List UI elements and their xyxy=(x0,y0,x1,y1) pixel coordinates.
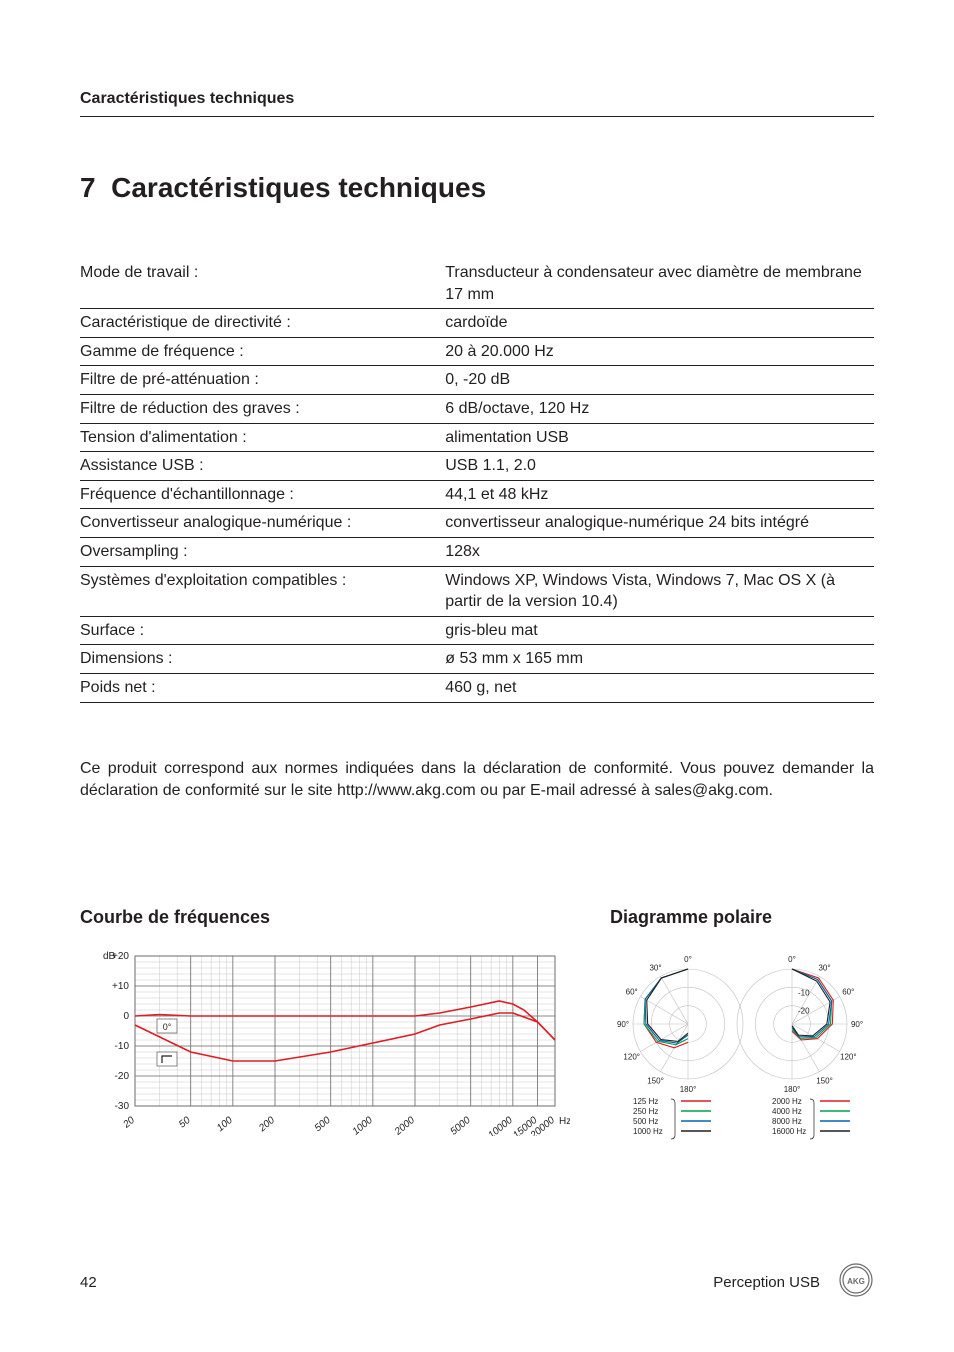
svg-text:60°: 60° xyxy=(842,988,854,997)
svg-text:60°: 60° xyxy=(626,988,638,997)
table-row: Oversampling :128x xyxy=(80,537,874,566)
polar-diagram-chart: Diagramme polaire 0° 0° 30° 30° 60° 60° 90° 90°… xyxy=(610,907,870,1151)
page-number: 42 xyxy=(80,1274,97,1291)
svg-text:250 Hz: 250 Hz xyxy=(633,1107,658,1116)
svg-text:+10: +10 xyxy=(112,981,129,992)
spec-value: 0, -20 dB xyxy=(445,366,874,395)
table-row: Assistance USB :USB 1.1, 2.0 xyxy=(80,452,874,481)
svg-text:dB: dB xyxy=(103,951,116,962)
svg-text:-10: -10 xyxy=(115,1041,130,1052)
compliance-text: Ce produit correspond aux normes indiqué… xyxy=(80,758,874,803)
spec-value: Transducteur à condensateur avec diamètr… xyxy=(445,259,874,309)
table-row: Dimensions :ø 53 mm x 165 mm xyxy=(80,645,874,674)
svg-text:125 Hz: 125 Hz xyxy=(633,1097,658,1106)
spec-value: ø 53 mm x 165 mm xyxy=(445,645,874,674)
svg-text:0°: 0° xyxy=(684,955,692,964)
svg-text:120°: 120° xyxy=(623,1053,640,1062)
svg-text:20: 20 xyxy=(121,1115,138,1132)
spec-value: 20 à 20.000 Hz xyxy=(445,337,874,366)
product-name: Perception USB xyxy=(713,1274,820,1291)
spec-key: Dimensions : xyxy=(80,645,445,674)
spec-key: Mode de travail : xyxy=(80,259,445,309)
spec-value: Windows XP, Windows Vista, Windows 7, Ma… xyxy=(445,566,874,616)
spec-key: Filtre de pré-atténuation : xyxy=(80,366,445,395)
svg-text:-20: -20 xyxy=(798,1007,810,1016)
section-title: Caractéristiques techniques xyxy=(111,172,486,203)
brand-logo-icon: AKG xyxy=(838,1262,874,1302)
page-footer: 42 Perception USB AKG xyxy=(80,1262,874,1302)
svg-text:50: 50 xyxy=(177,1115,193,1131)
svg-text:30°: 30° xyxy=(649,964,661,973)
spec-key: Systèmes d'exploitation compatibles : xyxy=(80,566,445,616)
svg-text:120°: 120° xyxy=(840,1053,857,1062)
svg-text:90°: 90° xyxy=(851,1020,863,1029)
table-row: Fréquence d'échantillonnage :44,1 et 48 … xyxy=(80,480,874,509)
svg-text:180°: 180° xyxy=(680,1085,697,1094)
svg-text:-10: -10 xyxy=(798,989,810,998)
frequency-response-chart: Courbe de fréquences 20 50 100 200 500 1000 20… xyxy=(80,907,570,1151)
spec-value: 6 dB/octave, 120 Hz xyxy=(445,394,874,423)
svg-text:0°: 0° xyxy=(163,1022,172,1032)
table-row: Tension d'alimentation :alimentation USB xyxy=(80,423,874,452)
spec-key: Caractéristique de directivité : xyxy=(80,309,445,338)
spec-value: 128x xyxy=(445,537,874,566)
svg-text:-30: -30 xyxy=(115,1101,130,1112)
table-row: Poids net :460 g, net xyxy=(80,673,874,702)
spec-value: 44,1 et 48 kHz xyxy=(445,480,874,509)
spec-value: alimentation USB xyxy=(445,423,874,452)
svg-text:90°: 90° xyxy=(617,1020,629,1029)
table-row: Caractéristique de directivité :cardoïde xyxy=(80,309,874,338)
svg-text:100: 100 xyxy=(215,1115,235,1134)
svg-text:Hz: Hz xyxy=(559,1116,570,1127)
running-header: Caractéristiques techniques xyxy=(80,90,874,117)
svg-text:200: 200 xyxy=(256,1115,277,1135)
svg-text:-20: -20 xyxy=(115,1071,130,1082)
table-row: Surface :gris-bleu mat xyxy=(80,616,874,645)
table-row: Convertisseur analogique-numérique :conv… xyxy=(80,509,874,538)
table-row: Filtre de réduction des graves :6 dB/oct… xyxy=(80,394,874,423)
svg-text:2000 Hz: 2000 Hz xyxy=(772,1097,802,1106)
svg-text:5000: 5000 xyxy=(449,1115,473,1136)
spec-value: cardoïde xyxy=(445,309,874,338)
svg-text:AKG: AKG xyxy=(847,1277,865,1286)
spec-value: 460 g, net xyxy=(445,673,874,702)
spec-key: Gamme de fréquence : xyxy=(80,337,445,366)
section-number: 7 xyxy=(80,172,96,203)
svg-text:16000 Hz: 16000 Hz xyxy=(772,1127,806,1136)
spec-key: Tension d'alimentation : xyxy=(80,423,445,452)
svg-text:8000 Hz: 8000 Hz xyxy=(772,1117,802,1126)
section-heading: 7 Caractéristiques techniques xyxy=(80,172,874,204)
svg-text:1000: 1000 xyxy=(351,1115,375,1136)
svg-text:180°: 180° xyxy=(784,1085,801,1094)
table-row: Gamme de fréquence :20 à 20.000 Hz xyxy=(80,337,874,366)
spec-key: Convertisseur analogique-numérique : xyxy=(80,509,445,538)
svg-text:150°: 150° xyxy=(816,1077,833,1086)
spec-key: Oversampling : xyxy=(80,537,445,566)
svg-text:4000 Hz: 4000 Hz xyxy=(772,1107,802,1116)
svg-text:30°: 30° xyxy=(818,964,830,973)
spec-key: Surface : xyxy=(80,616,445,645)
spec-key: Fréquence d'échantillonnage : xyxy=(80,480,445,509)
table-row: Systèmes d'exploitation compatibles :Win… xyxy=(80,566,874,616)
spec-key: Poids net : xyxy=(80,673,445,702)
spec-value: convertisseur analogique-numérique 24 bi… xyxy=(445,509,874,538)
table-row: Filtre de pré-atténuation :0, -20 dB xyxy=(80,366,874,395)
spec-key: Filtre de réduction des graves : xyxy=(80,394,445,423)
svg-text:500 Hz: 500 Hz xyxy=(633,1117,658,1126)
polar-chart-title: Diagramme polaire xyxy=(610,907,870,928)
svg-text:0: 0 xyxy=(123,1011,129,1022)
svg-text:500: 500 xyxy=(313,1115,333,1134)
spec-value: USB 1.1, 2.0 xyxy=(445,452,874,481)
svg-text:0°: 0° xyxy=(788,955,796,964)
freq-chart-title: Courbe de fréquences xyxy=(80,907,570,928)
spec-value: gris-bleu mat xyxy=(445,616,874,645)
svg-text:1000 Hz: 1000 Hz xyxy=(633,1127,663,1136)
svg-text:2000: 2000 xyxy=(392,1115,417,1136)
spec-table: Mode de travail :Transducteur à condensa… xyxy=(80,259,874,703)
spec-key: Assistance USB : xyxy=(80,452,445,481)
svg-text:150°: 150° xyxy=(647,1077,664,1086)
table-row: Mode de travail :Transducteur à condensa… xyxy=(80,259,874,309)
